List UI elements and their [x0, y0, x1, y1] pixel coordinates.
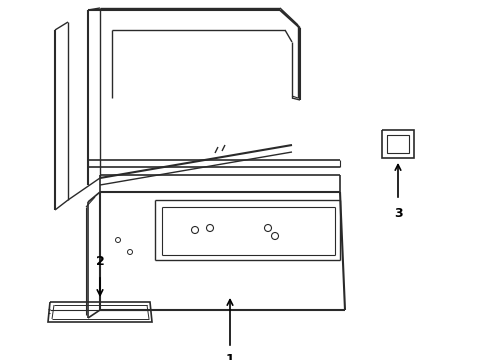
- Text: 1: 1: [225, 353, 234, 360]
- Text: 3: 3: [393, 207, 402, 220]
- Text: 2: 2: [96, 255, 104, 268]
